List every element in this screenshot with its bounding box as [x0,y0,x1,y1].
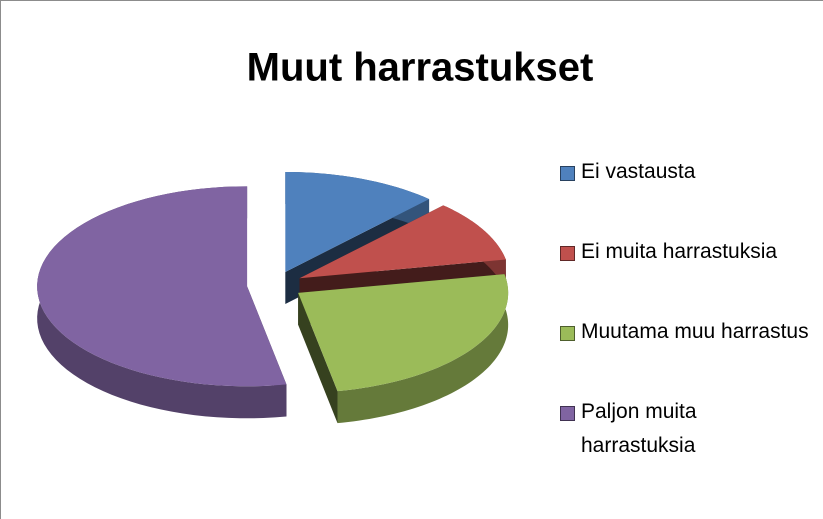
legend-swatch [560,246,575,261]
slice-wall [298,292,338,424]
slice-top [298,274,509,392]
legend-label: Ei vastausta [581,160,696,183]
slice-side [337,274,509,424]
legend-label: Ei muita harrastuksia [581,240,778,263]
legend-item: Muutama muu harrastus [560,315,815,395]
slice-top [37,186,287,387]
chart-title: Muut harrastukset [247,46,594,90]
legend-swatch [560,406,575,421]
legend-swatch [560,326,575,341]
legend: Ei vastausta Ei muita harrastuksia Muutama… [560,155,815,475]
legend-swatch [560,166,575,181]
legend-item: Ei muita harrastuksia [560,235,815,315]
legend-label: Muutama muu harrastus [581,320,809,343]
legend-item: Ei vastausta [560,155,815,235]
slice-top [285,171,430,272]
legend-label: Paljon muita harrastuksia [581,400,697,457]
legend-item: Paljon muita harrastuksia [560,395,815,475]
pie-slice [298,274,509,424]
slice-top [299,205,506,279]
pie-slice [37,186,287,419]
